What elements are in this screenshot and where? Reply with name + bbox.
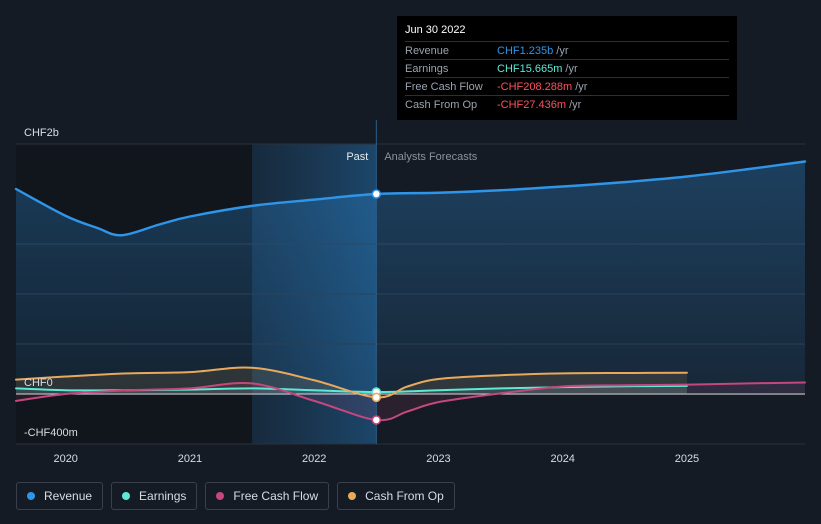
revenue-area [16, 161, 805, 394]
legend-label: Free Cash Flow [233, 489, 319, 503]
tooltip-row-earnings: Earnings CHF15.665m /yr [405, 59, 729, 77]
tooltip-label: Revenue [405, 44, 450, 57]
forecast-label: Analysts Forecasts [384, 151, 477, 163]
x-tick-label: 2024 [550, 453, 574, 465]
tooltip-unit: /yr [575, 80, 588, 93]
tooltip-label: Free Cash Flow [405, 80, 483, 93]
legend-dot-icon [27, 492, 35, 500]
x-tick-label: 2021 [178, 453, 202, 465]
x-tick-label: 2022 [302, 453, 326, 465]
legend-item-free-cash-flow[interactable]: Free Cash Flow [205, 482, 330, 510]
tooltip-row-revenue: Revenue CHF1.235b /yr [405, 41, 729, 59]
legend-dot-icon [216, 492, 225, 500]
legend-item-earnings[interactable]: Earnings [111, 482, 198, 510]
tooltip-value: -CHF208.288m [497, 80, 573, 93]
past-label: Past [346, 151, 368, 163]
series-marker [371, 415, 382, 425]
series-area [16, 382, 805, 421]
tooltip-label: Cash From Op [405, 98, 478, 111]
legend: Revenue Earnings Free Cash Flow Cash Fro… [16, 482, 455, 510]
tooltip-unit: /yr [569, 98, 582, 111]
legend-label: Earnings [139, 489, 187, 503]
tooltip-value: CHF15.665m [497, 62, 563, 75]
tooltip-row-cash-from-op: Cash From Op -CHF27.436m /yr [405, 95, 729, 113]
series-marker [371, 189, 382, 199]
legend-dot-icon [122, 492, 131, 500]
tooltip-rows: Revenue CHF1.235b /yr Earnings CHF15.665… [405, 41, 729, 113]
legend-item-cash-from-op[interactable]: Cash From Op [337, 482, 455, 510]
legend-dot-icon [348, 492, 357, 500]
tooltip: Jun 30 2022 Revenue CHF1.235b /yr Earnin… [397, 16, 737, 120]
tooltip-row-free-cash-flow: Free Cash Flow -CHF208.288m /yr [405, 77, 729, 95]
legend-label: Cash From Op [365, 489, 444, 503]
x-tick-label: 2023 [426, 453, 450, 465]
series-line-revenue [14, 160, 807, 237]
tooltip-unit: /yr [556, 44, 569, 57]
x-tick-label: 2020 [53, 453, 77, 465]
y-tick-label: -CHF400m [24, 427, 78, 439]
x-tick-label: 2025 [675, 453, 699, 465]
series-line-free-cash-flow [15, 381, 806, 422]
tooltip-label: Earnings [405, 62, 449, 75]
tooltip-date: Jun 30 2022 [405, 24, 466, 36]
tooltip-value: CHF1.235b [497, 44, 554, 57]
tooltip-unit: /yr [565, 62, 578, 75]
y-tick-label: CHF0 [24, 377, 53, 389]
legend-label: Revenue [44, 489, 93, 503]
series-marker [371, 392, 382, 403]
legend-item-revenue[interactable]: Revenue [16, 482, 104, 510]
tooltip-value: -CHF27.436m [497, 98, 567, 111]
y-tick-label: CHF2b [24, 127, 59, 139]
